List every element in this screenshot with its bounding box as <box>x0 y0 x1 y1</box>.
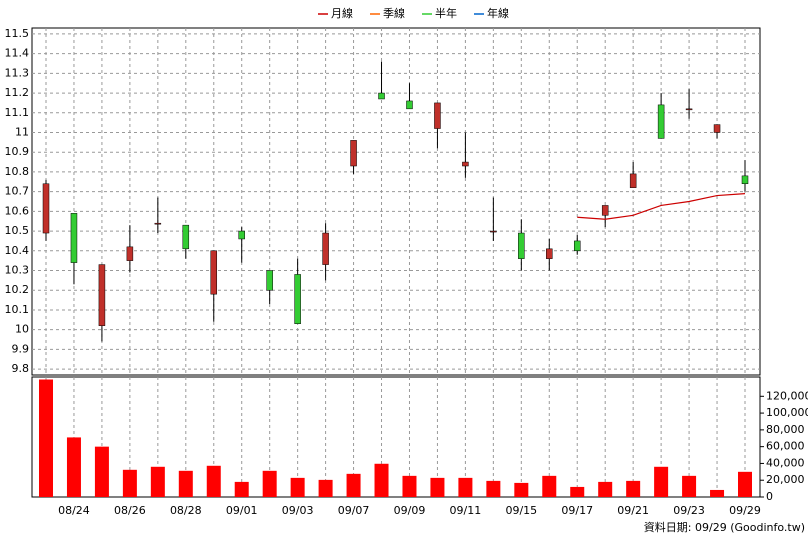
candle-body <box>266 270 273 291</box>
x-tick-label: 09/09 <box>394 504 426 517</box>
y-tick-label: 10 <box>15 323 29 336</box>
candle-body <box>294 274 301 324</box>
volume-bar <box>682 475 697 497</box>
y-tick-label: 11.1 <box>5 106 30 119</box>
candle-body <box>434 102 441 129</box>
price-panel <box>31 27 761 376</box>
x-tick-label: 09/21 <box>617 504 649 517</box>
candle-body <box>42 183 50 234</box>
y-tick-label: 10.1 <box>5 303 30 316</box>
volume-bar <box>626 480 641 497</box>
legend-label: 年線 <box>487 6 509 20</box>
y-tick-label: 10.4 <box>5 244 30 257</box>
volume-bar <box>514 482 529 497</box>
y-tick-label: 11.3 <box>5 66 30 79</box>
candle-body <box>601 205 609 216</box>
x-tick-label: 09/01 <box>226 504 258 517</box>
y-tick-label: 80,000 <box>766 423 805 436</box>
volume-bar <box>458 477 473 497</box>
candle-body <box>98 264 106 326</box>
y-tick-label: 10.6 <box>5 204 30 217</box>
candle-body <box>490 230 497 233</box>
y-tick-label: 11.4 <box>5 47 30 60</box>
y-tick-label: 40,000 <box>766 456 805 469</box>
candle-body <box>126 246 134 261</box>
volume-bar <box>290 477 305 497</box>
x-tick-label: 09/07 <box>338 504 370 517</box>
x-tick-label: 08/24 <box>58 504 90 517</box>
volume-bar <box>430 477 445 497</box>
candle-body <box>741 175 749 185</box>
legend-label: 季線 <box>383 6 405 20</box>
y-tick-label: 10.8 <box>5 165 30 178</box>
candle-body <box>210 250 218 295</box>
volume-bar <box>374 463 389 497</box>
y-tick-label: 10.2 <box>5 283 30 296</box>
volume-bar <box>66 437 81 497</box>
y-tick-label: 9.8 <box>12 362 30 375</box>
y-tick-label: 10.9 <box>5 145 30 158</box>
candle-body <box>238 230 245 240</box>
y-tick-label: 11.2 <box>5 86 30 99</box>
ma-line <box>577 193 746 220</box>
volume-panel <box>31 376 761 498</box>
candle-body <box>629 173 637 188</box>
x-tick-label: 09/11 <box>450 504 482 517</box>
candle-body <box>573 240 581 252</box>
y-tick-label: 100,000 <box>766 406 808 419</box>
x-tick-label: 08/28 <box>170 504 202 517</box>
volume-bar <box>654 466 669 497</box>
x-tick-label: 09/23 <box>673 504 705 517</box>
candle-body <box>657 104 665 139</box>
volume-bar <box>402 475 417 497</box>
legend-label: 半年 <box>435 6 457 20</box>
volume-bar <box>39 379 53 497</box>
x-tick-label: 08/26 <box>114 504 146 517</box>
x-tick-label: 09/03 <box>282 504 314 517</box>
footer: 資料日期: 09/29 (Goodinfo.tw) <box>644 520 805 534</box>
candle-body <box>70 213 78 263</box>
volume-bar <box>122 469 137 497</box>
candle-body <box>350 140 357 167</box>
y-tick-label: 10.3 <box>5 264 30 277</box>
y-tick-label: 0 <box>766 490 773 503</box>
volume-bar <box>234 481 249 497</box>
y-tick-label: 10.7 <box>5 185 30 198</box>
x-tick-label: 09/29 <box>729 504 761 517</box>
candle-body <box>713 124 721 133</box>
candle-body <box>406 100 413 110</box>
legend-label: 月線 <box>331 6 353 20</box>
candle-body <box>685 108 693 111</box>
candle-body <box>378 92 385 100</box>
volume-bar <box>94 446 109 497</box>
y-tick-label: 9.9 <box>12 342 30 355</box>
candle-body <box>182 224 190 250</box>
volume-bar <box>318 479 333 497</box>
volume-bar <box>738 471 752 497</box>
y-tick-label: 11 <box>15 125 29 138</box>
volume-bar <box>570 486 585 497</box>
volume-bar <box>710 489 725 497</box>
y-tick-label: 60,000 <box>766 440 805 453</box>
volume-bar <box>598 481 613 497</box>
volume-bar <box>542 475 557 497</box>
candle-body <box>518 232 525 259</box>
candle-body <box>322 232 329 265</box>
volume-bar <box>262 470 277 497</box>
y-tick-label: 120,000 <box>766 389 808 402</box>
y-tick-label: 10.5 <box>5 224 30 237</box>
volume-bar <box>178 470 193 497</box>
y-tick-label: 20,000 <box>766 473 805 486</box>
volume-bar <box>150 466 165 497</box>
candle-body <box>546 248 553 259</box>
y-tick-label: 11.5 <box>5 27 30 40</box>
volume-bar <box>486 480 501 497</box>
candle-body <box>462 161 469 167</box>
volume-bar <box>206 465 221 497</box>
volume-bar <box>346 473 361 497</box>
x-tick-label: 09/17 <box>561 504 593 517</box>
x-tick-label: 09/15 <box>505 504 537 517</box>
candle-body <box>154 222 162 225</box>
